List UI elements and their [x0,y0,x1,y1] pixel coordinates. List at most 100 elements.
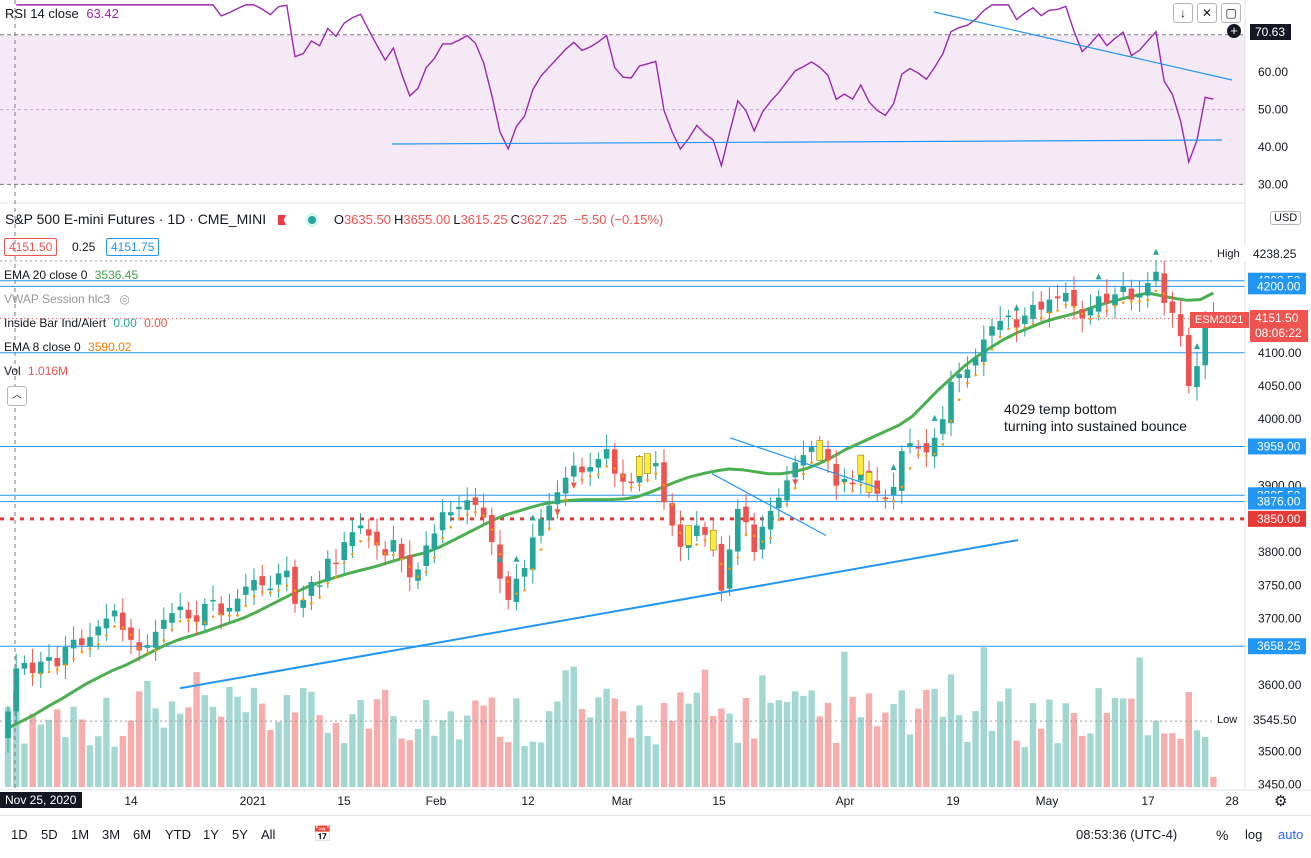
candle-body [111,610,118,617]
volume-bar [316,715,323,787]
rsi-legend[interactable]: RSI 14 close 63.42 [5,6,119,21]
candle-body [1112,294,1118,306]
ema8-dot [1121,301,1125,304]
collapse-legend-button[interactable]: ︿ [7,386,27,406]
ema8-dot [875,488,879,491]
candle-body [1169,301,1176,313]
ema8-dot [670,503,674,507]
candle-body [333,562,339,565]
ema20-legend[interactable]: EMA 20 close 0 3536.45 [4,268,138,282]
inside-bar-highlight [636,456,643,477]
candle-body [940,419,946,434]
ask-price-box[interactable]: 4151.75 [106,238,160,256]
candle-body [890,486,897,496]
time-tick: 15 [712,794,726,808]
ohlc-holder: O3635.50 H3655.00 L3615.25 C3627.25 [334,212,567,227]
clock[interactable]: 08:53:36 (UTC-4) [1076,827,1178,842]
low-label: Low [1212,712,1244,728]
ema8-legend[interactable]: EMA 8 close 0 3590.02 [4,340,131,354]
inside-bar-legend[interactable]: Inside Bar Ind/Alert 0.00 0.00 [4,316,167,330]
timeframe-ytd[interactable]: YTD [165,827,191,842]
ema8-dot [629,485,633,489]
ema20-label: EMA 20 close 0 [4,268,88,282]
candle-body [694,525,700,537]
percent-toggle[interactable]: % [1216,827,1229,843]
volume-bar [431,735,438,787]
timeframe-5y[interactable]: 5Y [232,827,248,842]
volume-bar [357,699,364,787]
timeframe-3m[interactable]: 3M [102,827,121,842]
market-open-icon [307,216,316,224]
ema8-dot [236,613,239,617]
timeframe-6m[interactable]: 6M [133,827,152,842]
volume-bar [160,727,167,787]
vwap-legend[interactable]: VWAP Session hlc3 ◎ [4,292,130,306]
volume-bar [726,713,733,787]
ema8-dot [121,626,125,629]
pane-move-down-button[interactable]: ↓ [1173,3,1193,23]
volume-legend[interactable]: Vol 1.016M [4,364,68,378]
timeframe-1d[interactable]: 1D [11,827,28,842]
pane-close-button[interactable]: ✕ [1197,3,1217,23]
chart-annotation[interactable]: 4029 temp bottom turning into sustained … [1004,401,1187,435]
pane-maximize-button[interactable]: ▢ [1221,3,1241,23]
bid-price-box[interactable]: 4151.50 [4,238,58,256]
time-tick: 2021 [240,794,267,808]
volume-bar [857,717,864,787]
symbol-legend[interactable]: S&P 500 E-mini Futures · 1D · CME_MINI O… [5,211,663,227]
ema8-dot [1162,292,1166,296]
ema8-dot [457,517,461,520]
volume-bar [349,714,356,787]
ema8-dot [1064,303,1068,307]
log-toggle[interactable]: log [1245,827,1263,842]
ema8-dot [1113,304,1117,308]
volume-bar [947,674,955,787]
volume-bar [144,680,151,787]
candle-body [743,506,749,523]
volume-bar [529,741,536,787]
add-plus-icon[interactable]: + [1227,24,1241,38]
volume-bar [939,716,946,787]
volume-label: Vol [4,364,21,378]
ema8-dot [80,650,84,654]
inside-bar-highlight [685,525,692,546]
candle-body [161,619,167,629]
volume-bar [718,708,725,787]
volume-bar [562,670,569,787]
volume-bar [382,690,389,787]
timeframe-1m[interactable]: 1M [71,827,90,842]
candle-body [439,512,446,531]
ema8-dot [170,628,174,631]
candle-body [423,545,429,566]
ema8-dot [146,651,149,655]
volume-bar [332,722,340,787]
settings-gear-icon[interactable]: ⚙ [1274,793,1288,810]
price-tick: 3600.00 [1258,678,1302,692]
ema8-dot [88,647,92,650]
candle-body [480,507,487,518]
down-marker [554,509,561,516]
candle-body [981,339,987,362]
volume-bar [964,741,971,787]
ema8-dot [1072,305,1076,309]
ema8-dot [523,588,526,592]
ema8-dot [244,604,248,607]
timeframe-all[interactable]: All [261,827,276,842]
candle-body [907,443,913,448]
volume-bar [1210,777,1217,787]
timeframe-1y[interactable]: 1Y [203,827,219,842]
ema8-dot [892,499,895,503]
candle-body [70,639,77,649]
candle-body [1161,273,1167,303]
inside-bar-label: Inside Bar Ind/Alert [4,316,107,330]
ema8-dot [761,540,764,543]
currency-badge[interactable]: USD [1270,211,1302,225]
volume-bar [554,701,561,787]
date-range-icon[interactable]: 📅 [313,826,332,843]
auto-toggle[interactable]: auto [1278,827,1304,842]
price-tick: 3500.00 [1258,744,1302,758]
rsi-tick: 40.00 [1258,140,1288,154]
ema8-dot [547,527,551,530]
timeframe-5d[interactable]: 5D [41,827,58,842]
